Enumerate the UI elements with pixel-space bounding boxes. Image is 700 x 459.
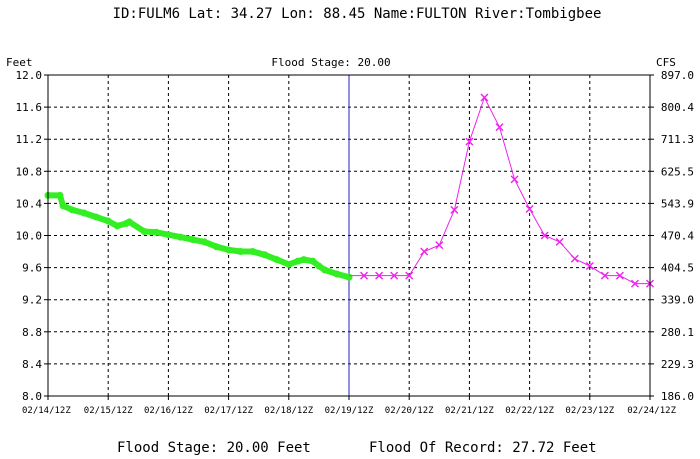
x-tick-label: 02/20/12Z (385, 406, 434, 416)
observed-point (164, 231, 172, 239)
y2-axis-label: CFS (656, 56, 676, 69)
plot-frame (47, 74, 651, 397)
forecast-point-marker (360, 271, 369, 280)
forecast-point-marker (465, 137, 474, 146)
observed-point (249, 248, 257, 256)
observed-point (104, 217, 112, 225)
x-tick-label: 02/22/12Z (505, 406, 554, 416)
observed-point (59, 202, 67, 210)
y-tick-label: 8.4 (22, 358, 42, 371)
observed-point (225, 246, 233, 254)
forecast-point-marker (525, 205, 534, 214)
flood-of-record-footer: Flood Of Record: 27.72 Feet (369, 440, 597, 456)
forecast-point-marker (450, 205, 459, 214)
observed-point (201, 238, 209, 246)
y-tick-label: 11.6 (16, 101, 43, 114)
y-tick-label: 10.4 (16, 197, 43, 210)
observed-point (285, 260, 293, 268)
y2-tick-label: 625.5 (661, 165, 694, 178)
observed-point (92, 213, 100, 221)
x-tick-label: 02/16/12Z (144, 406, 193, 416)
x-tick-label: 02/18/12Z (264, 406, 313, 416)
x-tick-label: 02/17/12Z (204, 406, 253, 416)
x-tick-labels: 02/14/12Z 02/15/12Z 02/16/12Z 02/17/12Z 02/1… (22, 406, 677, 416)
observed-point (321, 266, 329, 274)
forecast-point-marker (510, 175, 519, 184)
observed-point (237, 248, 245, 256)
forecast-point-marker (585, 262, 594, 270)
forecast-series-line (364, 96, 650, 285)
y2-tick-labels: 897.0 800.4 711.3 625.5 543.9 470.4 404.5 339.0… (661, 69, 694, 403)
station-header: ID:FULM6 Lat: 34.27 Lon: 88.45 Name:FULT… (113, 6, 602, 22)
observed-point (273, 256, 281, 264)
y2-tick-label: 186.0 (661, 390, 694, 403)
forecast-point-marker (420, 247, 429, 256)
forecast-point-marker (435, 241, 444, 250)
y-tick-label: 10.0 (16, 230, 43, 243)
y-tick-label: 9.6 (22, 262, 42, 275)
observed-point (188, 236, 196, 244)
x-tick-label: 02/24/12Z (627, 406, 676, 416)
x-tick-label: 02/14/12Z (22, 406, 71, 416)
observed-point (294, 257, 302, 265)
y2-tick-label: 800.4 (661, 101, 694, 114)
forecast-point-marker (375, 271, 384, 280)
y2-tick-label: 280.1 (661, 326, 694, 339)
forecast-point-marker (405, 271, 414, 280)
y-tick-label: 8.0 (22, 390, 42, 403)
observed-point (345, 273, 353, 281)
y-tick-label: 10.8 (16, 165, 43, 178)
forecast-point-marker (540, 231, 549, 240)
y2-tick-label: 339.0 (661, 294, 694, 307)
observed-point (309, 257, 317, 265)
forecast-point-marker (495, 123, 504, 132)
observed-point (315, 262, 323, 270)
observed-point (113, 222, 121, 230)
observed-point (261, 251, 269, 259)
observed-point (125, 218, 133, 226)
observed-point (68, 206, 76, 214)
y-tick-label: 12.0 (16, 69, 43, 82)
y2-tick-label: 543.9 (661, 197, 694, 210)
observed-point (152, 228, 160, 236)
observed-point (300, 256, 308, 264)
x-tick-label: 02/15/12Z (84, 406, 133, 416)
observed-point (333, 270, 341, 278)
series-layer (44, 93, 654, 288)
y2-tick-label: 897.0 (661, 69, 694, 82)
y2-tick-label: 470.4 (661, 230, 694, 243)
observed-point (80, 209, 88, 217)
forecast-point-marker (570, 254, 579, 263)
observed-point (213, 243, 221, 251)
y2-tick-label: 229.3 (661, 358, 694, 371)
observed-series-line (45, 192, 352, 281)
y-axis-label: Feet (6, 56, 33, 69)
flood-stage-footer: Flood Stage: 20.00 Feet (117, 440, 311, 456)
y-tick-label: 8.8 (22, 326, 42, 339)
y-tick-label: 9.2 (22, 294, 42, 307)
forecast-point-marker (555, 237, 564, 246)
forecast-point-marker (600, 271, 609, 280)
grid-lines (44, 74, 654, 400)
x-tick-label: 02/19/12Z (325, 406, 374, 416)
observed-point (176, 233, 184, 241)
forecast-point-marker (630, 279, 639, 288)
chart-title: Flood Stage: 20.00 (271, 56, 390, 69)
observed-point (140, 227, 148, 235)
forecast-point-marker (615, 271, 624, 280)
forecast-point-marker (390, 271, 399, 280)
x-tick-label: 02/21/12Z (445, 406, 494, 416)
observed-point (56, 191, 64, 199)
y-tick-labels: 12.0 11.6 11.2 10.8 10.4 10.0 9.6 9.2 8.8 8.4 8.0 (16, 69, 43, 403)
x-tick-label: 02/23/12Z (565, 406, 614, 416)
y-tick-label: 11.2 (16, 133, 43, 146)
forecast-point-marker (480, 93, 489, 102)
y2-tick-label: 404.5 (661, 262, 694, 275)
y2-tick-label: 711.3 (661, 133, 694, 146)
